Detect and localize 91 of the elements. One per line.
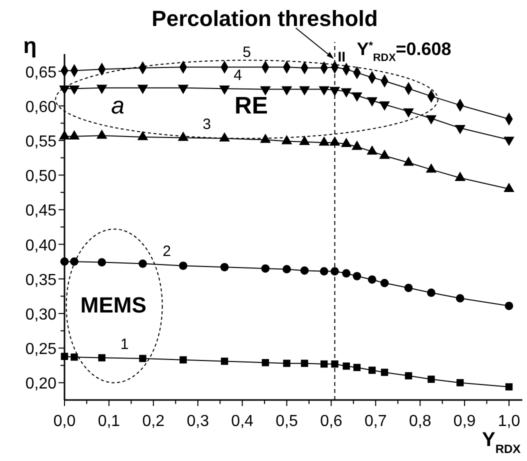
point (379, 101, 390, 111)
point (427, 288, 436, 297)
point (329, 86, 340, 96)
point (98, 354, 106, 362)
y-tick-label: 0,40 (25, 237, 57, 254)
x-tick-label: 0,8 (408, 413, 432, 430)
point (330, 267, 339, 276)
y-tick-label: 0,45 (25, 202, 57, 220)
point (262, 359, 270, 366)
point (179, 262, 188, 270)
y-tick-label: 0,25 (25, 341, 57, 358)
point (283, 360, 290, 367)
point (505, 383, 513, 390)
point (320, 360, 328, 368)
series-label: 3 (202, 116, 211, 134)
y-tick-label: 0,30 (25, 306, 57, 324)
series-label: 4 (234, 66, 242, 84)
series-label: 5 (242, 44, 251, 62)
point (318, 86, 330, 96)
point (180, 356, 187, 364)
point (368, 275, 376, 284)
point (60, 257, 69, 266)
point (342, 362, 350, 370)
point (342, 269, 350, 278)
point (59, 86, 70, 95)
x-tick-label: 0,1 (98, 413, 120, 430)
point (98, 258, 106, 266)
x-tick-label: 1,0 (498, 413, 520, 430)
point (352, 92, 362, 102)
x-tick-label: 0,2 (142, 413, 165, 430)
point (426, 115, 437, 125)
point (300, 360, 308, 367)
point (138, 260, 147, 268)
y-tick-label: 0,20 (25, 376, 57, 393)
x-tick-label: 0,9 (453, 413, 476, 430)
point (96, 84, 108, 94)
x-tick-label: 0,6 (320, 413, 342, 430)
annotation: a (111, 92, 125, 120)
series-label: 1 (120, 336, 129, 354)
point (428, 376, 435, 383)
x-tick-label: 0,5 (276, 413, 298, 430)
point (380, 278, 389, 288)
point (404, 284, 413, 292)
point (70, 257, 78, 266)
y-tick-label: 0,55 (25, 134, 57, 150)
point (456, 379, 464, 386)
point (456, 294, 464, 302)
point (403, 108, 414, 118)
point (504, 136, 514, 146)
annotation: RE (234, 92, 268, 120)
point (220, 262, 229, 272)
point (404, 372, 412, 380)
point (260, 86, 271, 96)
annotation: II (338, 48, 346, 64)
point (219, 86, 230, 95)
point (331, 360, 338, 368)
y-axis-title: η (23, 33, 37, 58)
x-tick-label: 0,3 (186, 413, 210, 430)
point (60, 352, 68, 360)
point (340, 88, 352, 98)
point (352, 272, 362, 280)
point (320, 267, 328, 276)
point (299, 86, 310, 96)
x-axis-title: Y$_{RDX}$ (482, 429, 521, 456)
point (366, 97, 378, 107)
ref-line-label: Y$^{*}$$_{RDX}$=0.608 (356, 39, 452, 64)
point (68, 86, 80, 95)
point (380, 368, 388, 376)
x-tick-label: 0,0 (53, 413, 76, 430)
point (220, 358, 228, 365)
y-tick-label: 0,60 (25, 98, 57, 116)
point (178, 84, 189, 94)
point (137, 84, 148, 94)
x-tick-label: 0,7 (364, 413, 387, 430)
point (70, 353, 78, 361)
x-tick-label: 0,4 (231, 413, 254, 430)
point (281, 86, 292, 96)
series-label: 2 (162, 242, 171, 260)
point (368, 366, 376, 374)
point (504, 302, 514, 310)
point (353, 364, 361, 372)
point (282, 265, 291, 274)
y-tick-label: 0,50 (25, 168, 57, 186)
point (261, 264, 270, 273)
point (139, 354, 146, 362)
point (300, 266, 309, 275)
annotation: Percolation threshold (152, 6, 378, 31)
point (454, 124, 466, 134)
annotation: MEMS (80, 292, 146, 318)
y-tick-label: 0,65 (25, 64, 57, 82)
y-tick-label: 0,35 (25, 272, 57, 289)
